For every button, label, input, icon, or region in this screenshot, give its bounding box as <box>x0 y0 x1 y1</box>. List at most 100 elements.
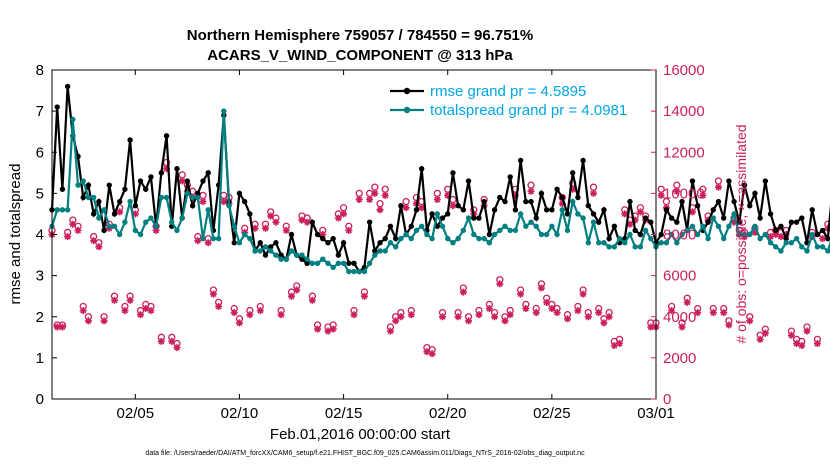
rmse-point <box>346 260 352 266</box>
totalspread-point <box>111 223 118 229</box>
totalspread-point <box>351 268 357 275</box>
totalspread-point <box>320 256 326 262</box>
totalspread-point <box>601 240 607 246</box>
rmse-point <box>101 227 107 234</box>
rmse-point <box>429 211 435 217</box>
obs-assimilated-point <box>142 305 150 312</box>
obs-assimilated-point <box>485 305 493 312</box>
totalspread-point <box>528 219 534 225</box>
y2-axis-label: # of obs: o=possible; ×=assimilated <box>733 124 749 343</box>
obs-assimilated-point <box>475 311 483 319</box>
obs-assimilated-point <box>235 319 243 327</box>
totalspread-point <box>184 190 191 197</box>
totalspread-point <box>96 215 102 221</box>
totalspread-point <box>674 240 680 246</box>
obs-assimilated-point <box>402 204 410 212</box>
totalspread-point <box>642 227 649 234</box>
rmse-point <box>111 211 118 217</box>
y-tick-label: 0 <box>36 391 44 408</box>
footer-data-file: data file: /Users/raeder/DAI/ATM_forcXX/… <box>145 450 585 457</box>
rmse-point <box>799 215 805 221</box>
obs-assimilated-point <box>256 307 264 315</box>
obs-assimilated-point <box>449 202 457 210</box>
totalspread-point <box>424 231 430 238</box>
totalspread-point <box>101 207 107 213</box>
rmse-point <box>778 223 784 229</box>
rmse-point <box>465 178 472 184</box>
totalspread-point <box>75 182 81 188</box>
totalspread-point <box>554 231 560 238</box>
totalspread-point <box>137 231 144 238</box>
obs-assimilated-point <box>204 239 212 247</box>
totalspread-point <box>372 252 378 258</box>
totalspread-point <box>106 223 112 229</box>
obs-assimilated-point <box>590 189 597 197</box>
totalspread-point <box>460 227 467 234</box>
totalspread-point <box>163 194 170 201</box>
obs-assimilated-point <box>277 311 285 319</box>
obs-assimilated-point <box>616 340 624 347</box>
obs-assimilated-point <box>246 311 254 319</box>
y2-tick-label: 10000 <box>663 185 705 202</box>
obs-assimilated-point <box>308 296 316 304</box>
totalspread-point <box>361 268 368 275</box>
totalspread-point <box>793 235 800 242</box>
obs-assimilated-point <box>303 218 311 226</box>
obs-assimilated-point <box>282 226 290 234</box>
rmse-point <box>486 231 493 238</box>
rmse-point <box>788 219 795 225</box>
obs-assimilated-point <box>584 313 592 321</box>
rmse-point <box>611 223 618 229</box>
obs-assimilated-point <box>657 191 665 199</box>
totalspread-point <box>799 244 805 250</box>
y2-tick-label: 6000 <box>663 268 696 285</box>
totalspread-point <box>486 240 493 246</box>
obs-assimilated-point <box>548 305 556 312</box>
totalspread-point <box>648 235 654 242</box>
totalspread-point <box>262 244 269 250</box>
totalspread-point <box>122 219 128 225</box>
obs-possible-point <box>355 189 363 198</box>
rmse-point <box>413 207 420 213</box>
totalspread-point <box>132 227 139 234</box>
rmse-point <box>679 198 685 205</box>
obs-assimilated-point <box>813 340 821 347</box>
obs-assimilated-point <box>329 325 337 333</box>
rmse-point <box>720 215 727 221</box>
rmse-point <box>689 178 696 184</box>
rmse-point <box>241 198 248 205</box>
totalspread-point <box>252 248 258 254</box>
y-tick-label: 4 <box>36 227 44 244</box>
obs-assimilated-point <box>100 317 108 325</box>
rmse-point <box>398 203 404 209</box>
rmse-point <box>523 198 529 205</box>
obs-assimilated-point <box>397 313 405 321</box>
rmse-point <box>80 194 86 201</box>
obs-assimilated-point <box>767 233 775 241</box>
rmse-point <box>90 211 97 217</box>
rmse-point <box>471 215 477 221</box>
rmse-point <box>715 198 722 205</box>
obs-assimilated-point <box>230 309 238 317</box>
y-tick-label: 7 <box>36 103 44 120</box>
obs-assimilated-point <box>366 196 374 203</box>
y2-tick-label: 14000 <box>663 103 705 120</box>
rmse-point <box>320 235 326 242</box>
x-tick-label: 02/25 <box>533 405 571 422</box>
totalspread-point <box>715 223 722 229</box>
rmse-point <box>481 198 487 205</box>
totalspread-point <box>356 268 362 275</box>
rmse-point <box>439 215 446 221</box>
rmse-point <box>262 252 269 258</box>
rmse-point <box>304 260 310 266</box>
rmse-point <box>575 194 581 201</box>
obs-assimilated-point <box>345 226 353 234</box>
totalspread-point <box>596 240 602 246</box>
obs-assimilated-point <box>647 323 655 331</box>
obs-assimilated-point <box>95 243 103 251</box>
totalspread-point <box>658 240 664 246</box>
totalspread-point <box>288 248 295 254</box>
totalspread-point <box>606 244 612 250</box>
totalspread-point <box>418 223 425 229</box>
obs-assimilated-point <box>84 317 92 325</box>
